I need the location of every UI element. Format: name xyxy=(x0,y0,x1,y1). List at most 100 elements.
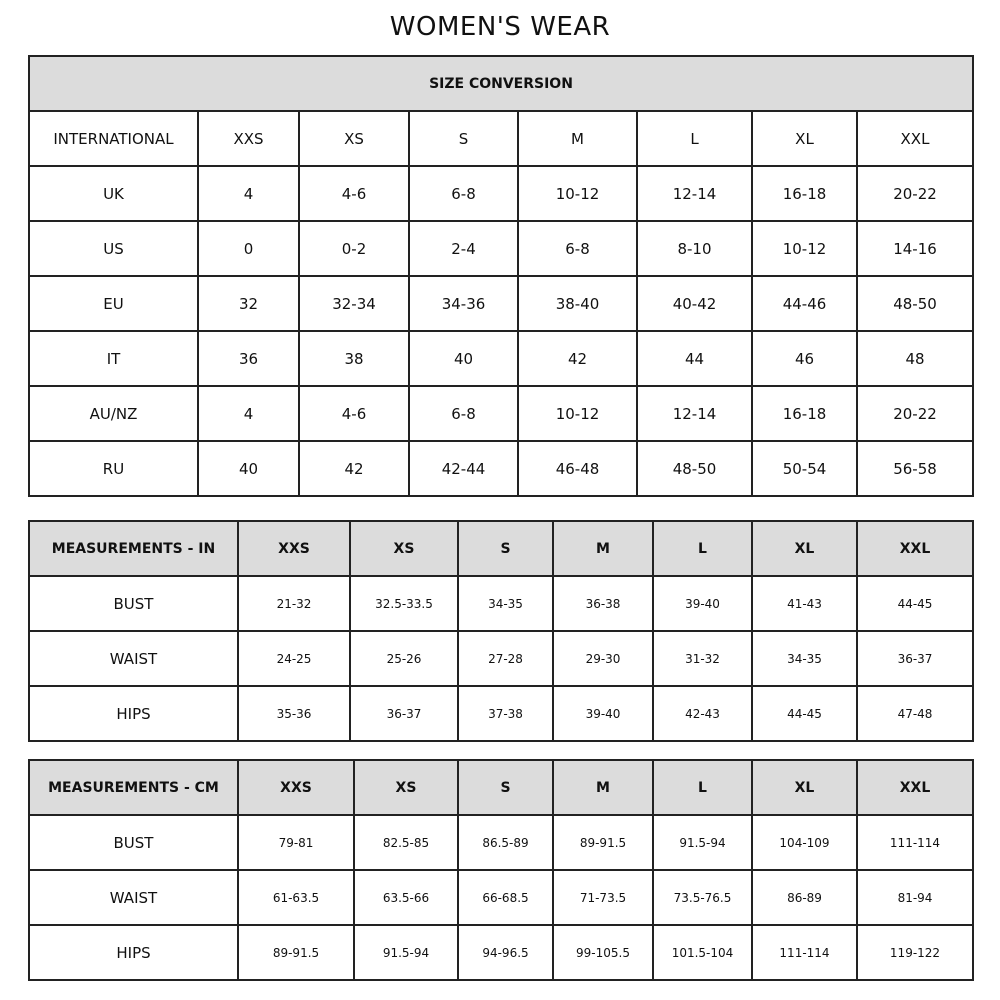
table-row: EU 32 32-34 34-36 38-40 40-42 44-46 48-50 xyxy=(28,275,974,332)
table-cell: 10-12 xyxy=(517,165,638,222)
table-cell: 2-4 xyxy=(408,220,519,277)
column-header: M xyxy=(552,759,654,816)
table-cell: 20-22 xyxy=(856,165,974,222)
table-row: WAIST 61-63.5 63.5-66 66-68.5 71-73.5 73.5-76… xyxy=(28,869,974,926)
table-cell: 24-25 xyxy=(237,630,351,687)
table-cell: 4-6 xyxy=(298,385,410,442)
table-heading: MEASUREMENTS - CM xyxy=(28,759,239,816)
row-label: US xyxy=(28,220,199,277)
row-header-label: INTERNATIONAL xyxy=(28,110,199,167)
table-cell: 104-109 xyxy=(751,814,858,871)
table-cell: 6-8 xyxy=(408,165,519,222)
table-cell: 25-26 xyxy=(349,630,459,687)
table-cell: 42-44 xyxy=(408,440,519,497)
table-cell: 36 xyxy=(197,330,300,387)
measurements-cm-table: MEASUREMENTS - CM XXS XS S M L XL XXL BUST 79-81 8… xyxy=(28,759,974,981)
table-cell: 119-122 xyxy=(856,924,974,981)
column-header: S xyxy=(408,110,519,167)
table-cell: 39-40 xyxy=(652,575,753,632)
table-cell: 32 xyxy=(197,275,300,332)
table-cell: 38 xyxy=(298,330,410,387)
column-header: L xyxy=(652,520,753,577)
table-cell: 34-35 xyxy=(457,575,554,632)
row-label: AU/NZ xyxy=(28,385,199,442)
row-label: UK xyxy=(28,165,199,222)
row-label: WAIST xyxy=(28,630,239,687)
table-row: AU/NZ 4 4-6 6-8 10-12 12-14 16-18 20-22 xyxy=(28,385,974,442)
row-label: BUST xyxy=(28,814,239,871)
table-cell: 73.5-76.5 xyxy=(652,869,753,926)
column-header: XL xyxy=(751,110,858,167)
table-cell: 42-43 xyxy=(652,685,753,742)
table-cell: 63.5-66 xyxy=(353,869,459,926)
table-cell: 40-42 xyxy=(636,275,753,332)
table-cell: 32-34 xyxy=(298,275,410,332)
column-header: M xyxy=(552,520,654,577)
table-cell: 4-6 xyxy=(298,165,410,222)
table-cell: 4 xyxy=(197,165,300,222)
column-header: XS xyxy=(353,759,459,816)
table-cell: 12-14 xyxy=(636,385,753,442)
table-cell: 71-73.5 xyxy=(552,869,654,926)
row-label: EU xyxy=(28,275,199,332)
header-row: MEASUREMENTS - IN XXS XS S M L XL XXL xyxy=(28,520,974,577)
measurements-in-table: MEASUREMENTS - IN XXS XS S M L XL XXL BUST 21-32 3… xyxy=(28,520,974,742)
table-cell: 38-40 xyxy=(517,275,638,332)
table-cell: 27-28 xyxy=(457,630,554,687)
table-cell: 16-18 xyxy=(751,385,858,442)
table-cell: 36-38 xyxy=(552,575,654,632)
header-row: INTERNATIONAL XXS XS S M L XL XXL xyxy=(28,110,974,167)
row-label: IT xyxy=(28,330,199,387)
column-header: XS xyxy=(298,110,410,167)
table-heading: MEASUREMENTS - IN xyxy=(28,520,239,577)
table-cell: 16-18 xyxy=(751,165,858,222)
column-header: XXS xyxy=(197,110,300,167)
column-header: XXS xyxy=(237,520,351,577)
column-header: XS xyxy=(349,520,459,577)
table-cell: 32.5-33.5 xyxy=(349,575,459,632)
column-header: S xyxy=(457,520,554,577)
table-cell: 44-45 xyxy=(751,685,858,742)
table-row: UK 4 4-6 6-8 10-12 12-14 16-18 20-22 xyxy=(28,165,974,222)
table-cell: 31-32 xyxy=(652,630,753,687)
table-cell: 86.5-89 xyxy=(457,814,554,871)
table-cell: 101.5-104 xyxy=(652,924,753,981)
table-cell: 41-43 xyxy=(751,575,858,632)
table-row: US 0 0-2 2-4 6-8 8-10 10-12 14-16 xyxy=(28,220,974,277)
table-cell: 10-12 xyxy=(517,385,638,442)
table-cell: 46 xyxy=(751,330,858,387)
table-cell: 36-37 xyxy=(856,630,974,687)
table-cell: 89-91.5 xyxy=(552,814,654,871)
column-header: XL xyxy=(751,759,858,816)
table-heading: SIZE CONVERSION xyxy=(28,55,974,112)
row-label: BUST xyxy=(28,575,239,632)
table-cell: 81-94 xyxy=(856,869,974,926)
column-header: XL xyxy=(751,520,858,577)
table-cell: 39-40 xyxy=(552,685,654,742)
table-cell: 29-30 xyxy=(552,630,654,687)
table-cell: 20-22 xyxy=(856,385,974,442)
table-cell: 42 xyxy=(517,330,638,387)
table-row: HIPS 35-36 36-37 37-38 39-40 42-43 44-45 47-48 xyxy=(28,685,974,742)
table-cell: 35-36 xyxy=(237,685,351,742)
table-cell: 111-114 xyxy=(856,814,974,871)
table-cell: 6-8 xyxy=(517,220,638,277)
table-cell: 91.5-94 xyxy=(652,814,753,871)
column-header: XXL xyxy=(856,520,974,577)
table-cell: 36-37 xyxy=(349,685,459,742)
table-row: RU 40 42 42-44 46-48 48-50 50-54 56-58 xyxy=(28,440,974,497)
column-header: XXS xyxy=(237,759,355,816)
table-row: WAIST 24-25 25-26 27-28 29-30 31-32 34-35 36-37 xyxy=(28,630,974,687)
table-cell: 14-16 xyxy=(856,220,974,277)
column-header: L xyxy=(636,110,753,167)
table-cell: 0 xyxy=(197,220,300,277)
column-header: L xyxy=(652,759,753,816)
table-cell: 44-46 xyxy=(751,275,858,332)
table-cell: 94-96.5 xyxy=(457,924,554,981)
table-cell: 47-48 xyxy=(856,685,974,742)
table-row: BUST 21-32 32.5-33.5 34-35 36-38 39-40 41-43 44… xyxy=(28,575,974,632)
table-cell: 37-38 xyxy=(457,685,554,742)
table-row: IT 36 38 40 42 44 46 48 xyxy=(28,330,974,387)
table-row: BUST 79-81 82.5-85 86.5-89 89-91.5 91.5-94 104… xyxy=(28,814,974,871)
size-conversion-table: SIZE CONVERSION INTERNATIONAL XXS XS S M L XL XX… xyxy=(28,55,974,497)
